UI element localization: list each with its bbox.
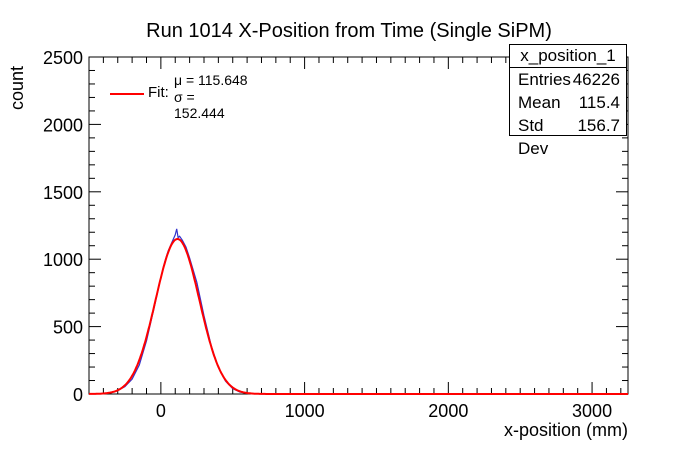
- stats-value: 156.7: [577, 116, 620, 135]
- y-tick-label: 1500: [43, 183, 83, 203]
- legend-fit-label: Fit:: [148, 84, 169, 101]
- x-tick-label: 2000: [428, 401, 468, 421]
- stats-box: x_position_1 Entries 46226 Mean 115.4 St…: [509, 44, 627, 158]
- fit-curve: [88, 238, 628, 395]
- stats-label: Mean: [518, 93, 561, 112]
- stats-box-title: x_position_1: [510, 45, 626, 68]
- y-tick-label: 2500: [43, 48, 83, 68]
- stats-label: Entries: [518, 70, 571, 89]
- x-tick-label: 3000: [572, 401, 612, 421]
- x-axis-label: x-position (mm): [503, 420, 628, 440]
- stats-value: 115.4: [578, 93, 620, 112]
- legend-fit-line: [110, 93, 144, 95]
- stats-row-entries: Entries 46226: [510, 68, 626, 91]
- stats-row-mean: Mean 115.4: [510, 91, 626, 114]
- legend: Fit: μ = 115.648 σ = 152.444: [108, 72, 248, 121]
- histogram-series: [96, 228, 628, 395]
- x-tick-label: 1000: [285, 401, 325, 421]
- stats-label: Std Dev: [518, 116, 549, 158]
- legend-fit-sigma: σ = 152.444: [174, 89, 225, 121]
- stats-row-stddev: Std Dev 156.7: [510, 114, 626, 158]
- y-tick-label: 0: [73, 385, 83, 405]
- y-tick-label: 2000: [43, 115, 83, 135]
- legend-fit-mu: μ = 115.648: [174, 72, 248, 88]
- chart-title: Run 1014 X-Position from Time (Single Si…: [146, 20, 552, 42]
- y-tick-label: 500: [53, 318, 83, 338]
- stats-value: 46226: [572, 70, 620, 89]
- y-tick-label: 1000: [43, 250, 83, 270]
- x-tick-label: 0: [156, 401, 166, 421]
- y-axis-label: count: [7, 65, 27, 110]
- axis-tick-labels: 0 1000 2000 3000 0 500 1000 1500 2000 2500: [43, 48, 612, 421]
